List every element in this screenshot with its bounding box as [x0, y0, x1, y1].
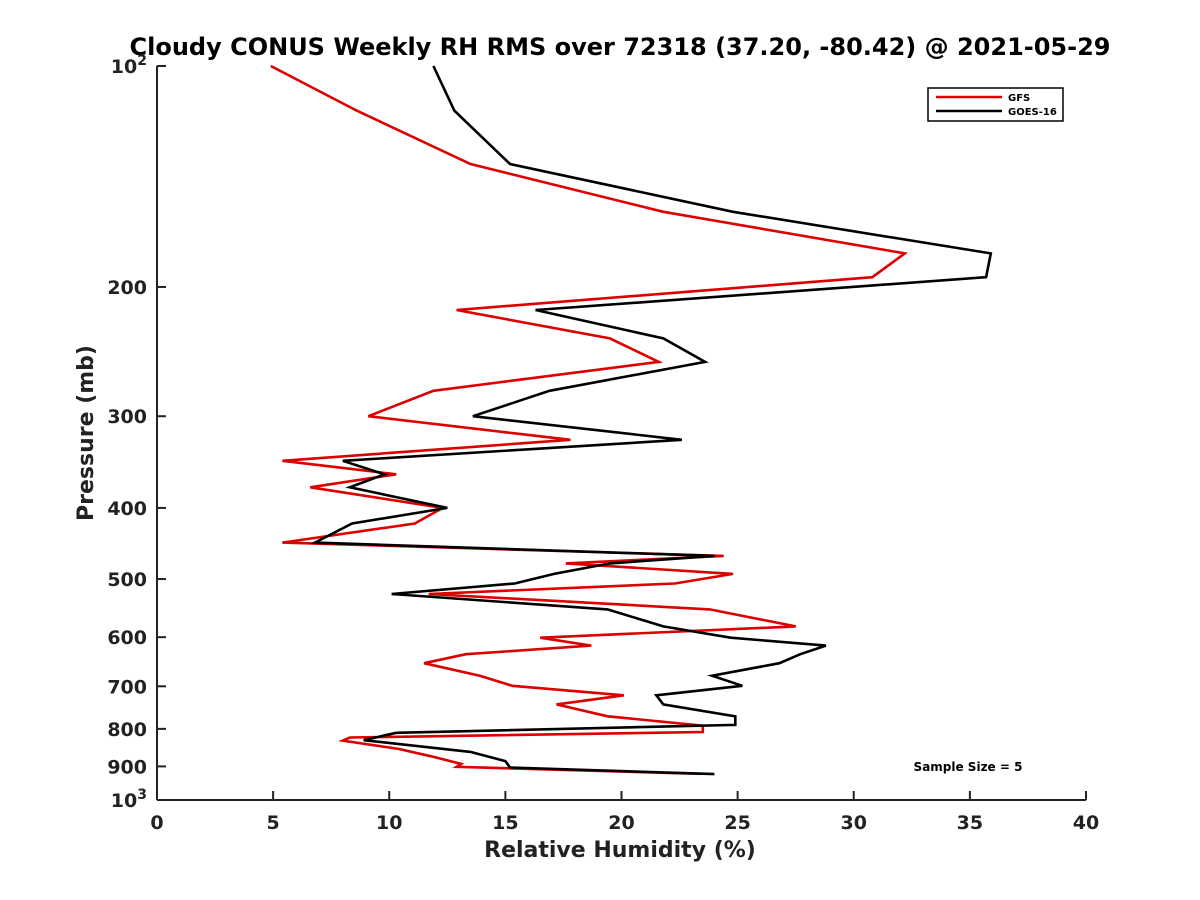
y-tick-label: 800	[107, 719, 147, 741]
y-axis-label: Pressure (mb)	[74, 345, 99, 521]
x-tick-label: 30	[841, 812, 867, 834]
x-tick-label: 20	[608, 812, 634, 834]
y-tick-label: 102	[111, 53, 147, 78]
x-tick-label: 15	[492, 812, 518, 834]
y-tick-label: 200	[107, 277, 147, 299]
x-tick-label: 5	[267, 812, 280, 834]
y-tick-label: 300	[107, 406, 147, 428]
legend-label-goes-16: GOES-16	[1008, 107, 1057, 118]
legend: GFS GOES-16	[927, 87, 1064, 122]
series-line-goes-16	[309, 65, 993, 776]
y-tick-label: 700	[107, 676, 147, 698]
y-tick-label: 103	[111, 787, 147, 812]
x-tick-label: 0	[150, 812, 163, 834]
x-tick-label: 35	[957, 812, 983, 834]
legend-label-gfs: GFS	[1008, 93, 1030, 104]
series-line-gfs	[270, 64, 909, 776]
x-axis-label: Relative Humidity (%)	[484, 838, 756, 863]
axes: 0 5 10 15 20 25 30 35 40 102 200 300 400 500 600 700 800…	[107, 53, 1099, 834]
chart-title: Cloudy CONUS Weekly RH RMS over 72318 (3…	[130, 33, 1111, 61]
y-tick-label: 400	[107, 498, 147, 520]
sample-size-annotation: Sample Size = 5	[914, 760, 1023, 774]
y-tick-label: 500	[107, 569, 147, 591]
legend-box	[927, 87, 1064, 122]
x-tick-label: 40	[1073, 812, 1099, 834]
plot-lines	[270, 64, 993, 776]
x-tick-label: 25	[724, 812, 750, 834]
y-tick-label: 900	[107, 756, 147, 778]
y-tick-label: 600	[107, 627, 147, 649]
x-tick-label: 10	[376, 812, 402, 834]
